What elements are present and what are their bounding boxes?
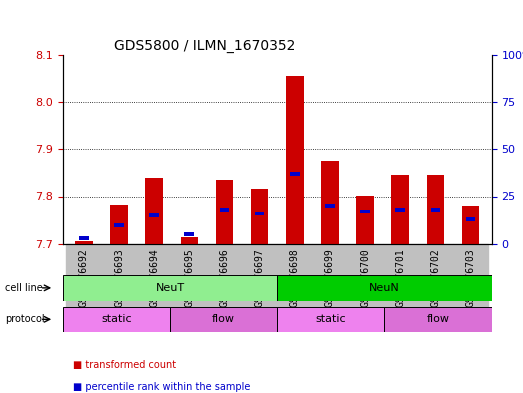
Bar <box>321 161 339 244</box>
Bar <box>395 208 405 211</box>
Bar <box>453 244 488 329</box>
Bar <box>384 307 492 332</box>
Bar <box>277 275 492 301</box>
Text: static: static <box>315 314 346 324</box>
Bar <box>277 307 384 332</box>
Bar <box>286 76 303 244</box>
Bar <box>75 241 93 244</box>
Bar <box>290 172 300 176</box>
Bar <box>325 204 335 208</box>
Bar <box>220 208 229 211</box>
Bar <box>185 232 194 236</box>
Bar <box>180 237 198 244</box>
Bar <box>215 180 233 244</box>
Bar <box>63 307 170 332</box>
Text: flow: flow <box>212 314 235 324</box>
Bar <box>312 244 347 329</box>
Text: NeuT: NeuT <box>155 283 185 293</box>
Bar <box>172 244 207 329</box>
Bar <box>207 244 242 329</box>
Bar <box>66 244 101 329</box>
Bar <box>391 175 409 244</box>
Text: GDS5800 / ILMN_1670352: GDS5800 / ILMN_1670352 <box>114 39 295 53</box>
Bar <box>255 211 265 215</box>
Bar <box>465 217 475 221</box>
Bar <box>63 275 277 301</box>
Bar <box>101 244 137 329</box>
Bar <box>383 244 418 329</box>
Bar <box>170 307 277 332</box>
Bar <box>462 206 479 244</box>
Bar <box>356 196 374 244</box>
Bar <box>110 204 128 244</box>
Text: protocol: protocol <box>5 314 45 324</box>
Bar <box>360 210 370 213</box>
Bar <box>277 244 312 329</box>
Text: cell line: cell line <box>5 283 43 293</box>
Bar <box>145 178 163 244</box>
Bar <box>137 244 172 329</box>
Text: ■ transformed count: ■ transformed count <box>73 360 176 371</box>
Bar <box>114 223 124 227</box>
Text: ■ percentile rank within the sample: ■ percentile rank within the sample <box>73 382 251 392</box>
Text: NeuN: NeuN <box>369 283 400 293</box>
Bar <box>347 244 383 329</box>
Text: static: static <box>101 314 132 324</box>
Text: flow: flow <box>427 314 449 324</box>
Bar <box>242 244 277 329</box>
Bar <box>251 189 268 244</box>
Bar <box>418 244 453 329</box>
Bar <box>79 236 89 240</box>
Bar <box>150 213 159 217</box>
Bar <box>430 208 440 211</box>
Bar <box>427 175 444 244</box>
